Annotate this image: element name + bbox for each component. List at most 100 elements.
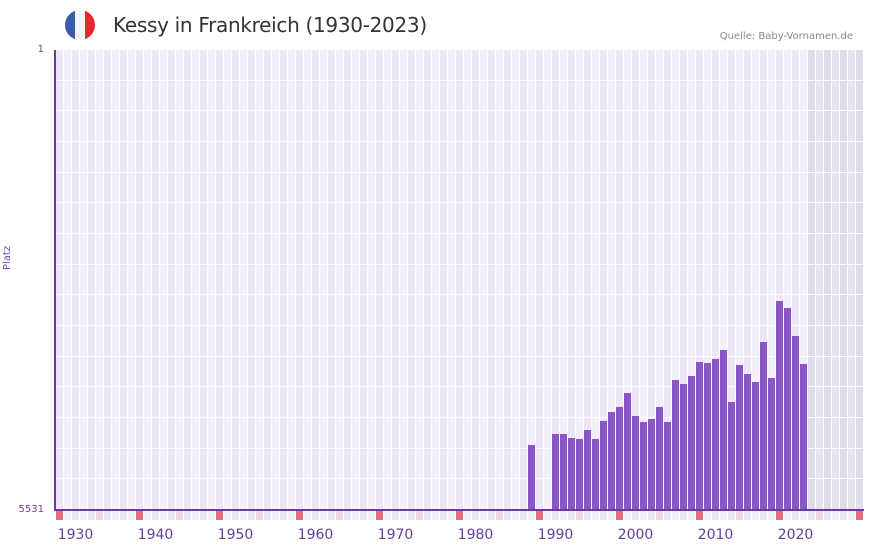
grid-cell xyxy=(432,326,439,356)
grid-cell xyxy=(744,264,751,295)
grid-cell xyxy=(528,326,535,356)
bar-2010[interactable] xyxy=(712,358,719,510)
x-tick-1960: 1960 xyxy=(297,527,334,543)
bar-2006[interactable] xyxy=(680,383,687,510)
bar-1990[interactable] xyxy=(552,433,559,510)
grid-cell xyxy=(688,295,695,325)
grid-cell xyxy=(464,448,471,479)
year-marker xyxy=(472,511,479,520)
grid-cell xyxy=(520,234,527,264)
grid-cell xyxy=(448,448,455,479)
grid-cell xyxy=(608,264,615,295)
bar-2000[interactable] xyxy=(632,415,639,510)
grid-cell xyxy=(440,479,447,509)
bar-1991[interactable] xyxy=(560,433,567,510)
grid-cell xyxy=(224,479,231,509)
grid-cell xyxy=(808,142,815,172)
year-column xyxy=(360,50,367,510)
grid-cell xyxy=(216,295,223,325)
grid-cell xyxy=(288,264,295,295)
grid-cell xyxy=(856,264,863,295)
year-marker xyxy=(688,511,695,520)
year-column xyxy=(544,50,551,510)
grid-cell xyxy=(320,418,327,448)
grid-cell xyxy=(664,50,671,80)
bar-2016[interactable] xyxy=(760,341,767,510)
bar-2011[interactable] xyxy=(720,349,727,510)
grid-cell xyxy=(416,111,423,141)
bar-1987[interactable] xyxy=(528,444,535,510)
grid-cell xyxy=(688,264,695,295)
year-marker xyxy=(480,511,487,520)
grid-cell xyxy=(656,80,663,111)
bar-2017[interactable] xyxy=(768,377,775,510)
bar-1997[interactable] xyxy=(608,411,615,510)
grid-cell xyxy=(312,264,319,295)
bar-1998[interactable] xyxy=(616,406,623,510)
grid-cell xyxy=(712,264,719,295)
grid-cell xyxy=(416,326,423,356)
bar-1995[interactable] xyxy=(592,438,599,510)
grid-cell xyxy=(520,295,527,325)
bar-1993[interactable] xyxy=(576,438,583,510)
grid-cell xyxy=(400,479,407,509)
grid-cell xyxy=(648,387,655,417)
bar-2001[interactable] xyxy=(640,421,647,510)
grid-cell xyxy=(744,142,751,172)
bar-2008[interactable] xyxy=(696,361,703,510)
bar-2018[interactable] xyxy=(776,300,783,510)
bar-2012[interactable] xyxy=(728,401,735,510)
grid-cell xyxy=(584,142,591,172)
grid-cell xyxy=(56,479,63,509)
grid-cell xyxy=(680,295,687,325)
bar-2014[interactable] xyxy=(744,373,751,510)
bar-2007[interactable] xyxy=(688,375,695,510)
bar-2021[interactable] xyxy=(800,363,807,510)
grid-cell xyxy=(376,295,383,325)
grid-cell xyxy=(384,418,391,448)
bar-2020[interactable] xyxy=(792,335,799,510)
bar-2013[interactable] xyxy=(736,364,743,510)
year-column xyxy=(224,50,231,510)
year-column xyxy=(280,50,287,510)
grid-cell xyxy=(64,142,71,172)
grid-cell xyxy=(392,172,399,203)
grid-cell xyxy=(88,142,95,172)
grid-cell xyxy=(392,234,399,264)
grid-cell xyxy=(96,172,103,203)
bar-1992[interactable] xyxy=(568,437,575,510)
bar-1999[interactable] xyxy=(624,392,631,510)
grid-cell xyxy=(440,356,447,387)
grid-cell xyxy=(848,295,855,325)
grid-cell xyxy=(96,418,103,448)
grid-cell xyxy=(784,142,791,172)
bar-2003[interactable] xyxy=(656,406,663,510)
bar-2002[interactable] xyxy=(648,418,655,510)
year-column xyxy=(288,50,295,510)
bar-2015[interactable] xyxy=(752,381,759,510)
grid-cell xyxy=(392,418,399,448)
year-column xyxy=(216,50,223,510)
bar-2004[interactable] xyxy=(664,421,671,510)
grid-cell xyxy=(400,356,407,387)
grid-cell xyxy=(264,356,271,387)
grid-cell xyxy=(504,418,511,448)
grid-cell xyxy=(312,50,319,80)
bar-2019[interactable] xyxy=(784,307,791,510)
grid-cell xyxy=(280,50,287,80)
bar-1996[interactable] xyxy=(600,420,607,510)
grid-cell xyxy=(472,203,479,233)
grid-cell xyxy=(280,356,287,387)
grid-cell xyxy=(816,295,823,325)
grid-cell xyxy=(112,448,119,479)
grid-cell xyxy=(160,172,167,203)
bar-1994[interactable] xyxy=(584,429,591,510)
year-column xyxy=(704,50,711,510)
grid-cell xyxy=(672,203,679,233)
year-marker xyxy=(56,511,63,520)
grid-cell xyxy=(632,203,639,233)
grid-cell xyxy=(480,80,487,111)
bar-2005[interactable] xyxy=(672,379,679,510)
grid-cell xyxy=(160,50,167,80)
bar-2009[interactable] xyxy=(704,362,711,510)
